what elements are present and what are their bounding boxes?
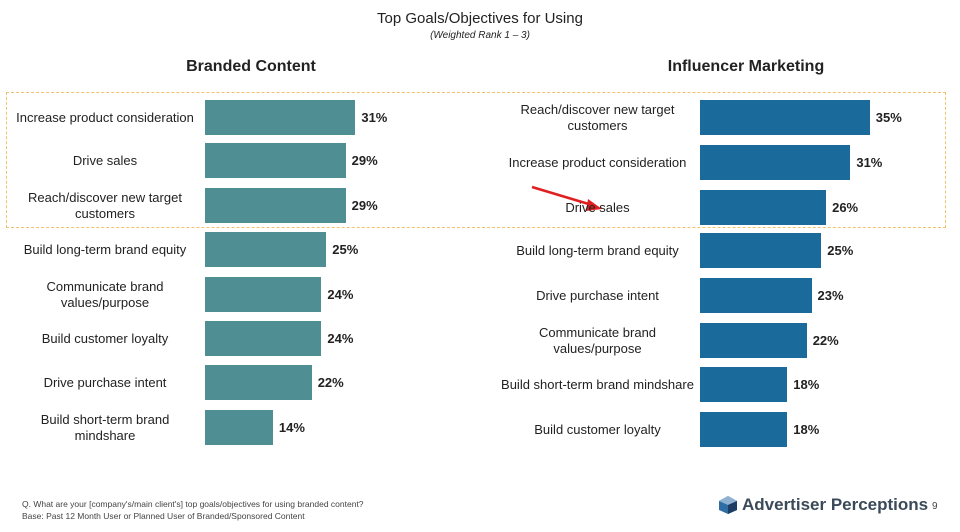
footnote: Q. What are your [company's/main client'… bbox=[22, 498, 364, 522]
data-label: 24% bbox=[327, 287, 354, 302]
bar bbox=[205, 143, 346, 178]
data-label: 35% bbox=[875, 110, 902, 125]
category-label: Drive purchase intent bbox=[536, 288, 659, 303]
data-label: 18% bbox=[793, 422, 820, 437]
bar bbox=[205, 277, 322, 312]
category-label: Communicate brand values/purpose bbox=[46, 279, 164, 310]
footnote-base: Base: Past 12 Month User or Planned User… bbox=[22, 511, 305, 521]
bar bbox=[700, 323, 807, 358]
panel-title-influencer: Influencer Marketing bbox=[667, 58, 825, 75]
data-label: 23% bbox=[817, 288, 844, 303]
logo-cube-icon bbox=[719, 496, 737, 514]
top3-highlight-box bbox=[6, 92, 946, 228]
bar bbox=[205, 100, 356, 135]
category-label: Drive sales bbox=[72, 153, 138, 168]
data-label: 18% bbox=[793, 377, 820, 392]
chart-subtitle: (Weighted Rank 1 – 3) bbox=[430, 30, 530, 41]
category-label: Increase product consideration bbox=[16, 110, 194, 125]
data-label: 26% bbox=[832, 200, 859, 215]
category-label: Reach/discover new target customers bbox=[520, 102, 675, 133]
data-label: 31% bbox=[361, 110, 388, 125]
data-label: 29% bbox=[351, 198, 378, 213]
page-number: 9 bbox=[932, 501, 938, 512]
logo-text: Advertiser Perceptions bbox=[742, 495, 929, 514]
footnote-question: Q. What are your [company's/main client'… bbox=[22, 499, 364, 509]
red-arrow-icon bbox=[531, 185, 602, 211]
bar bbox=[205, 410, 273, 445]
category-label: Build long-term brand equity bbox=[516, 243, 679, 258]
category-label: Increase product consideration bbox=[508, 155, 687, 170]
data-label: 31% bbox=[856, 155, 883, 170]
data-label: 25% bbox=[332, 242, 359, 257]
category-label: Build short-term brand mindshare bbox=[501, 377, 694, 392]
bar bbox=[700, 100, 870, 135]
category-label: Build long-term brand equity bbox=[23, 242, 187, 257]
data-label: 24% bbox=[327, 331, 354, 346]
category-label: Build customer loyalty bbox=[41, 331, 169, 346]
bar bbox=[700, 190, 827, 225]
category-label: Build customer loyalty bbox=[534, 422, 661, 437]
bar bbox=[700, 233, 822, 268]
data-label: 25% bbox=[827, 243, 854, 258]
bar bbox=[205, 321, 322, 356]
bar bbox=[205, 188, 346, 223]
bar bbox=[700, 145, 851, 180]
category-label: Build short-term brand mindshare bbox=[40, 412, 170, 443]
bar bbox=[205, 365, 312, 400]
category-label: Drive purchase intent bbox=[43, 375, 167, 390]
data-label: 29% bbox=[351, 153, 378, 168]
category-label: Reach/discover new target customers bbox=[28, 190, 182, 221]
bar bbox=[205, 232, 327, 267]
category-label: Drive sales bbox=[565, 200, 630, 215]
data-label: 14% bbox=[278, 420, 305, 435]
logo: Advertiser Perceptions bbox=[718, 495, 928, 515]
data-label: 22% bbox=[812, 333, 839, 348]
bar bbox=[700, 367, 788, 402]
bar bbox=[700, 412, 788, 447]
bar bbox=[700, 278, 812, 313]
panel-title-branded: Branded Content bbox=[186, 58, 316, 75]
chart-title: Top Goals/Objectives for Using bbox=[377, 10, 583, 27]
category-label: Communicate brand values/purpose bbox=[538, 325, 657, 356]
data-label: 22% bbox=[317, 375, 344, 390]
